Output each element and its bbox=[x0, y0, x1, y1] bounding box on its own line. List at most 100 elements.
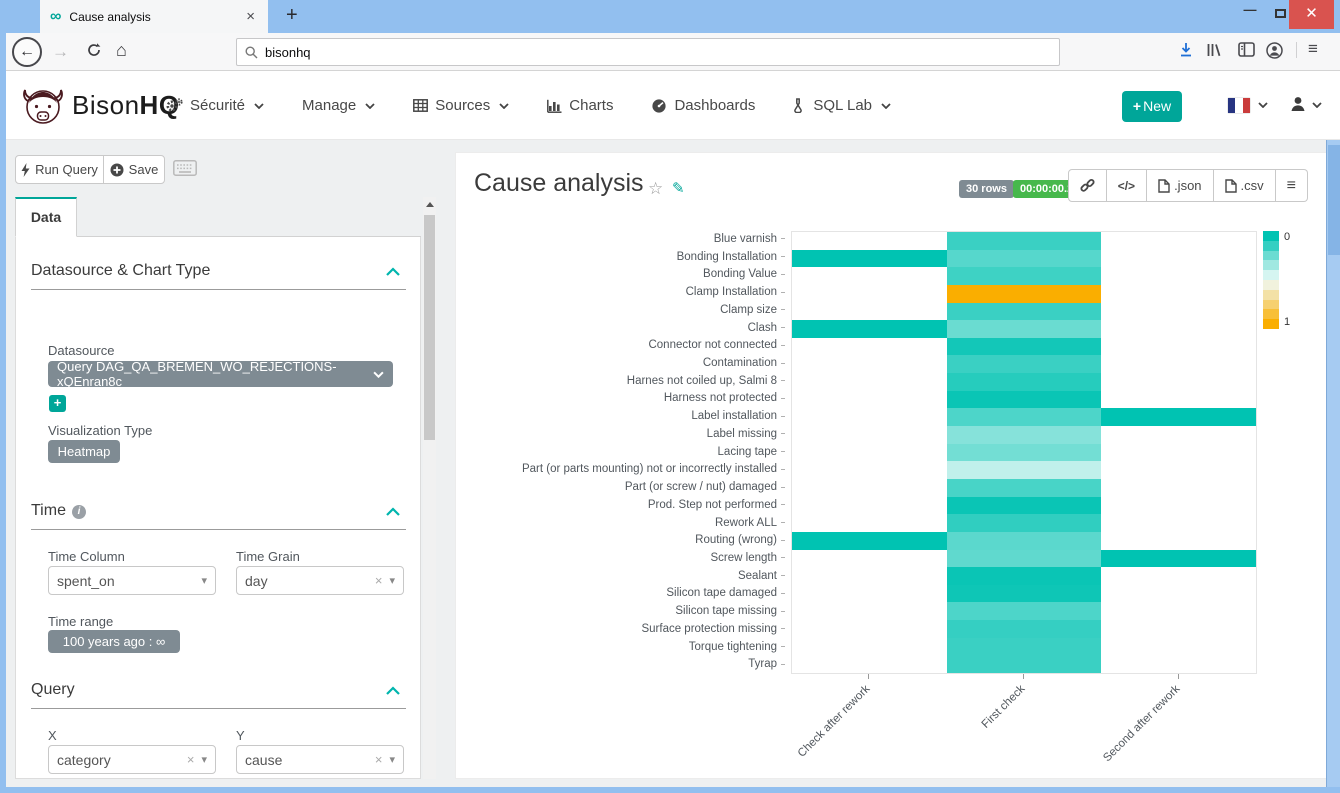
heatmap-cell[interactable] bbox=[947, 232, 1102, 250]
favorite-star-icon[interactable]: ☆ bbox=[648, 179, 663, 199]
browser-tab[interactable]: ∞ Cause analysis × bbox=[40, 0, 268, 33]
downloads-button[interactable] bbox=[1178, 42, 1194, 58]
url-bar[interactable]: bisonhq bbox=[236, 38, 1060, 66]
clear-icon[interactable]: × bbox=[375, 752, 383, 767]
datasource-select[interactable]: Query DAG_QA_BREMEN_WO_REJECTIONS-xQEnra… bbox=[48, 361, 393, 387]
chevron-up-icon[interactable] bbox=[386, 507, 400, 516]
app-nav-items: Sécurité Manage Sources Charts Dashboard… bbox=[166, 71, 891, 140]
window-border-left bbox=[0, 33, 6, 793]
embed-code-button[interactable]: </> bbox=[1107, 169, 1147, 202]
heatmap-cell[interactable] bbox=[947, 602, 1102, 620]
add-datasource-button[interactable]: + bbox=[49, 395, 66, 412]
y-select[interactable]: cause×▾ bbox=[236, 745, 404, 774]
run-query-button[interactable]: Run Query bbox=[15, 155, 104, 184]
heatmap-cell[interactable] bbox=[947, 550, 1102, 568]
heatmap-cell bbox=[792, 391, 947, 409]
heatmap-cell[interactable] bbox=[947, 620, 1102, 638]
scroll-up-icon[interactable] bbox=[426, 202, 434, 207]
nav-item-securite[interactable]: Sécurité bbox=[166, 97, 264, 114]
reload-button[interactable] bbox=[86, 42, 102, 58]
time-range-button[interactable]: 100 years ago : ∞ bbox=[48, 630, 180, 653]
legend-swatch bbox=[1263, 270, 1279, 280]
y-axis-tick-label: Bonding Value bbox=[491, 266, 785, 284]
brand-logo[interactable]: BisonHQ bbox=[20, 81, 180, 129]
heatmap-cell[interactable] bbox=[947, 355, 1102, 373]
heatmap-cell[interactable] bbox=[947, 461, 1102, 479]
chart-menu-button[interactable]: ≡ bbox=[1276, 169, 1308, 202]
heatmap-cell[interactable] bbox=[947, 497, 1102, 515]
user-icon[interactable] bbox=[1289, 95, 1307, 113]
panel-scrollbar[interactable] bbox=[423, 197, 436, 779]
dashboard-icon bbox=[651, 99, 667, 113]
minimize-button[interactable]: — bbox=[1238, 2, 1262, 17]
forward-button[interactable]: → bbox=[52, 42, 69, 62]
language-chevron-down-icon[interactable] bbox=[1258, 102, 1268, 108]
language-flag-icon[interactable] bbox=[1228, 98, 1250, 113]
tab-close-icon[interactable]: × bbox=[243, 8, 258, 25]
nav-item-dashboards[interactable]: Dashboards bbox=[651, 97, 755, 114]
nav-item-charts[interactable]: Charts bbox=[547, 97, 613, 114]
clear-icon[interactable]: × bbox=[187, 752, 195, 767]
heatmap-cell[interactable] bbox=[947, 285, 1102, 303]
edit-title-icon[interactable]: ✎ bbox=[672, 179, 685, 197]
heatmap-cell[interactable] bbox=[947, 408, 1102, 426]
clear-icon[interactable]: × bbox=[375, 573, 383, 588]
x-select[interactable]: category×▾ bbox=[48, 745, 216, 774]
heatmap-cell bbox=[1101, 479, 1256, 497]
heatmap-cell[interactable] bbox=[947, 585, 1102, 603]
page-scrollbar-thumb[interactable] bbox=[1328, 145, 1340, 255]
heatmap-cell[interactable] bbox=[947, 303, 1102, 321]
chevron-up-icon[interactable] bbox=[386, 686, 400, 695]
heatmap-cell[interactable] bbox=[947, 426, 1102, 444]
export-csv-button[interactable]: .csv bbox=[1214, 169, 1276, 202]
window-close-button[interactable]: ✕ bbox=[1289, 0, 1334, 29]
nav-item-sources[interactable]: Sources bbox=[413, 97, 509, 114]
export-json-button[interactable]: .json bbox=[1147, 169, 1213, 202]
account-button[interactable] bbox=[1266, 42, 1283, 59]
nav-item-manage[interactable]: Manage bbox=[302, 97, 375, 114]
heatmap-cell[interactable] bbox=[947, 444, 1102, 462]
heatmap-cell[interactable] bbox=[792, 532, 947, 550]
back-button[interactable]: ← bbox=[12, 37, 42, 67]
heatmap-cell[interactable] bbox=[947, 338, 1102, 356]
heatmap-cell[interactable] bbox=[947, 391, 1102, 409]
heatmap-cell[interactable] bbox=[792, 320, 947, 338]
new-tab-button[interactable]: + bbox=[280, 2, 304, 29]
time-column-select[interactable]: spent_on▾ bbox=[48, 566, 216, 595]
legend-swatch bbox=[1263, 241, 1279, 251]
heatmap-cell[interactable] bbox=[1101, 550, 1256, 568]
sidebar-button[interactable] bbox=[1238, 42, 1255, 57]
heatmap-cell[interactable] bbox=[947, 267, 1102, 285]
info-icon[interactable]: i bbox=[72, 505, 86, 519]
nav-item-sql-lab[interactable]: SQL Lab bbox=[793, 97, 891, 114]
heatmap-cell[interactable] bbox=[947, 567, 1102, 585]
page-scrollbar[interactable] bbox=[1326, 140, 1340, 793]
heatmap-cell bbox=[1101, 250, 1256, 268]
heatmap-cell[interactable] bbox=[792, 250, 947, 268]
tab-data[interactable]: Data bbox=[15, 197, 77, 237]
save-button[interactable]: Save bbox=[103, 155, 165, 184]
heatmap-cell[interactable] bbox=[947, 373, 1102, 391]
heatmap-cell[interactable] bbox=[947, 655, 1102, 673]
y-axis-tick-label: Part (or screw / nut) damaged bbox=[491, 479, 785, 497]
heatmap-cell[interactable] bbox=[947, 532, 1102, 550]
heatmap-cell[interactable] bbox=[947, 250, 1102, 268]
heatmap-cell[interactable] bbox=[947, 514, 1102, 532]
heatmap-cell[interactable] bbox=[947, 320, 1102, 338]
viz-type-button[interactable]: Heatmap bbox=[48, 440, 120, 463]
share-link-button[interactable] bbox=[1068, 169, 1107, 202]
nav-item-label: Sources bbox=[435, 97, 490, 114]
home-button[interactable]: ⌂ bbox=[116, 40, 127, 61]
heatmap-cell[interactable] bbox=[1101, 408, 1256, 426]
browser-menu-button[interactable]: ≡ bbox=[1308, 39, 1318, 59]
library-button[interactable] bbox=[1206, 42, 1223, 58]
heatmap-cell[interactable] bbox=[947, 479, 1102, 497]
heatmap-cell[interactable] bbox=[947, 638, 1102, 656]
x-axis-label: X bbox=[48, 728, 57, 743]
scroll-thumb[interactable] bbox=[424, 215, 435, 440]
keyboard-shortcuts-button[interactable] bbox=[173, 160, 197, 176]
chevron-up-icon[interactable] bbox=[386, 267, 400, 276]
time-grain-select[interactable]: day×▾ bbox=[236, 566, 404, 595]
new-button[interactable]: +New bbox=[1122, 91, 1182, 122]
user-chevron-down-icon[interactable] bbox=[1312, 102, 1322, 108]
